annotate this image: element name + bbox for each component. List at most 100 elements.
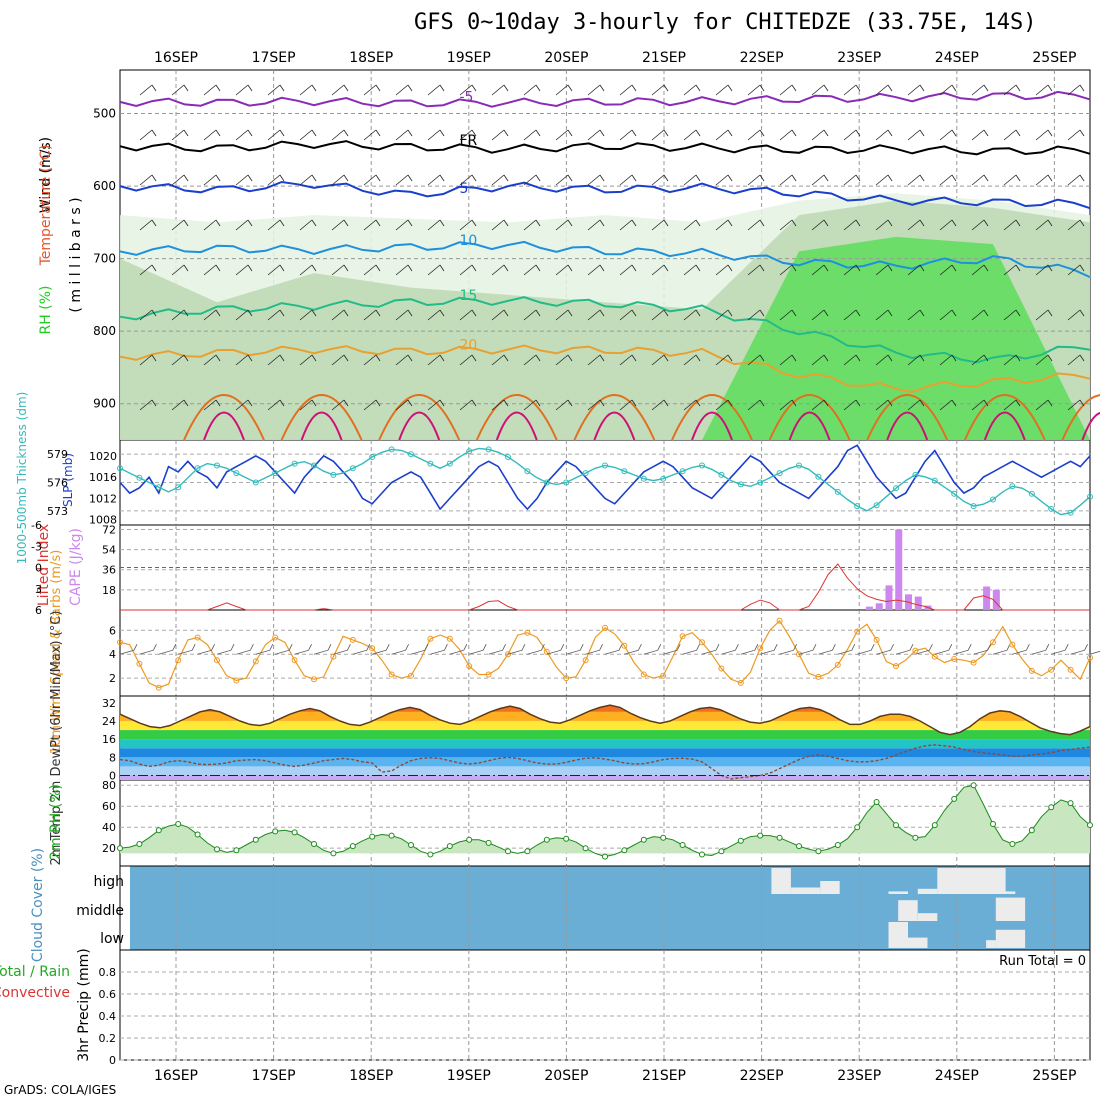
wind-barb (299, 84, 317, 96)
temperature-band (120, 696, 1090, 703)
surface-wind-barb (721, 644, 739, 655)
rh-point (990, 821, 996, 827)
wind-barb (427, 354, 445, 366)
wind-barb (651, 354, 669, 366)
wind-barb (555, 129, 573, 141)
wind-barb (747, 174, 765, 186)
wind-barb (875, 309, 893, 321)
surface-wind-barb (1031, 644, 1050, 655)
surface-wind-barb (546, 644, 565, 655)
wind-barb (523, 84, 541, 96)
surface-wind-barb (488, 644, 506, 655)
thickness-point (834, 488, 841, 495)
cape-bar (914, 596, 922, 610)
temp-tick-label: 24 (102, 715, 116, 728)
wind-barb (811, 219, 829, 231)
thickness-point (369, 454, 376, 460)
warm-contour (866, 394, 949, 441)
cape-bar (865, 606, 873, 610)
cape-tick-label: 36 (102, 564, 116, 577)
isotherm-label: FR (460, 133, 478, 149)
wind-barb (875, 129, 893, 141)
wind-barb (139, 219, 157, 231)
wind-barb (587, 129, 605, 141)
wind-barb (875, 219, 893, 231)
wind-barb (203, 264, 221, 276)
wind-barb (971, 174, 989, 186)
wind-point (660, 672, 667, 679)
thickness-point (505, 454, 511, 460)
thickness-point (388, 446, 395, 453)
slp-tick-label: 1016 (89, 471, 117, 484)
rh-tick-label: 20 (102, 842, 116, 855)
rh-point (776, 834, 783, 841)
wind-point (990, 639, 996, 646)
wind-barb (907, 219, 925, 231)
x-tick-label-bottom: 24SEP (935, 1068, 979, 1084)
pressure-tick-label: 800 (93, 324, 116, 338)
surface-wind-barb (992, 644, 1011, 655)
surface-wind-barb (352, 644, 371, 655)
cape-bar (875, 603, 883, 610)
rh-point (621, 847, 628, 854)
surface-wind-barb (507, 644, 526, 655)
slp-tick-label: 1012 (89, 492, 117, 505)
wind-barb (491, 309, 509, 321)
thickness-point (660, 475, 667, 482)
wind-point (679, 633, 686, 640)
wind-barb (555, 174, 573, 186)
hot-contour (398, 411, 441, 441)
wind-barb (715, 174, 733, 186)
thickness-label: 1000-500mb Thickness (dm) (15, 392, 29, 565)
rh-point (931, 822, 938, 829)
wind-barb (363, 174, 381, 186)
wind-barb (715, 129, 733, 141)
wind-barb (171, 309, 189, 321)
wind-barb (171, 174, 189, 186)
warm-contour (280, 394, 363, 441)
cloud-block (898, 900, 918, 921)
wind-barb (395, 354, 413, 366)
wind-barb (235, 264, 253, 276)
rh-point (543, 836, 550, 843)
temperature-bands (120, 696, 1090, 780)
wind-point (796, 651, 802, 658)
wind-tick-label: 2 (109, 672, 116, 685)
wind-barb (235, 84, 253, 96)
wind-barb (683, 354, 701, 366)
wind-point (233, 677, 240, 684)
wind-barb (171, 264, 189, 276)
chart-title: GFS 0~10day 3-hourly for CHITEDZE (33.75… (414, 10, 1037, 35)
wind-barb (1067, 219, 1085, 231)
rh-label: 2m RH (%) (48, 784, 64, 860)
chart-marks: 16SEP 16SEP 17SEP 17SEP 18SEP 18SEP 19SEP 19SEP… (31, 50, 1100, 1084)
wind-barb (939, 354, 957, 366)
wind-barb (971, 129, 989, 141)
wind-barb (907, 399, 925, 411)
wind-barb (1003, 309, 1021, 321)
temperature-band (120, 739, 1090, 749)
wind-barb (971, 264, 989, 276)
wind-point (524, 629, 531, 636)
isotherm-label: 10 (460, 233, 478, 249)
wind-barb (363, 129, 381, 141)
rh-point (369, 833, 376, 840)
surface-wind-barb (604, 644, 623, 655)
x-tick-label-top: 19SEP (447, 50, 491, 66)
hot-contour (300, 411, 343, 441)
precip-tick-label: 0.8 (99, 966, 117, 979)
wind-barb (779, 264, 797, 276)
wind-barb (491, 84, 509, 96)
wind-point (834, 661, 841, 668)
wind-barb (939, 399, 957, 411)
lifted-index-label: Lifted Index (36, 524, 52, 606)
wind-barb (139, 309, 157, 321)
hot-contour (983, 411, 1026, 441)
wind-barb (139, 174, 157, 186)
thickness-point (466, 448, 473, 455)
wind-barb (331, 219, 349, 231)
wind-barb (587, 219, 605, 231)
thickness-point (1087, 493, 1093, 500)
wind-point (737, 679, 744, 686)
li-tick-label: -6 (31, 519, 42, 532)
